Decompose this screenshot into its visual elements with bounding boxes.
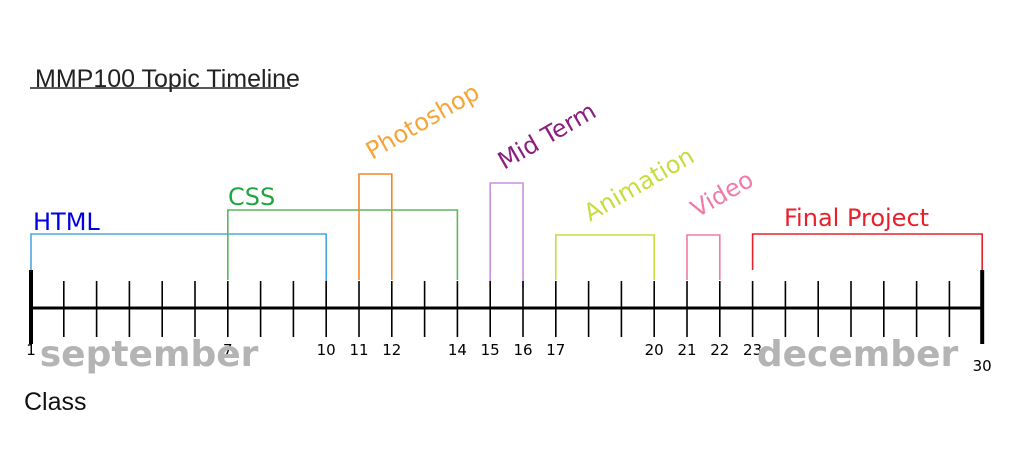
topic-bracket — [554, 234, 656, 280]
topic-bracket — [358, 173, 393, 280]
topic-video: Video — [686, 165, 758, 280]
topic-label: Photoshop — [361, 78, 484, 165]
topic-label: Mid Term — [493, 97, 601, 175]
topic-bracket — [227, 209, 459, 280]
topic-photoshop: Photoshop — [358, 78, 484, 280]
topic-bracket — [30, 233, 328, 306]
month-label: december — [757, 334, 959, 375]
tick-label: 20 — [645, 341, 664, 359]
month-label: september — [40, 334, 259, 375]
tick-label: 12 — [382, 341, 401, 359]
month-labels: september december — [40, 334, 959, 375]
tick-label: 17 — [546, 341, 565, 359]
tick-label: 7 — [223, 341, 233, 359]
topic-css: CSS — [227, 183, 459, 280]
tick-label: 23 — [743, 341, 762, 359]
topic-label: CSS — [228, 183, 275, 211]
topic-label: Video — [686, 165, 758, 223]
tick-label: 11 — [349, 341, 368, 359]
topic-bracket — [686, 234, 721, 280]
topic-mid-term: Mid Term — [489, 97, 601, 288]
tick-label: 1 — [26, 341, 36, 359]
tick-label: 14 — [448, 341, 467, 359]
tick-label: 16 — [513, 341, 532, 359]
tick-label: 10 — [317, 341, 336, 359]
topic-bracket — [751, 233, 984, 270]
topic-label: HTML — [33, 208, 100, 236]
topic-final-project: Final Project — [751, 204, 984, 270]
timeline-title: MMP100 Topic Timeline — [35, 65, 300, 93]
topic-bracket — [489, 182, 524, 288]
topic-animation: Animation — [554, 142, 699, 280]
topic-label: Animation — [579, 142, 699, 227]
topic-label: Final Project — [784, 204, 929, 232]
tick-label: 15 — [481, 341, 500, 359]
topic-html: HTML — [30, 208, 328, 306]
tick-label: 21 — [677, 341, 696, 359]
axis-label: Class — [24, 388, 87, 416]
tick-label: 30 — [973, 357, 992, 375]
class-axis — [29, 270, 985, 344]
tick-label: 22 — [710, 341, 729, 359]
